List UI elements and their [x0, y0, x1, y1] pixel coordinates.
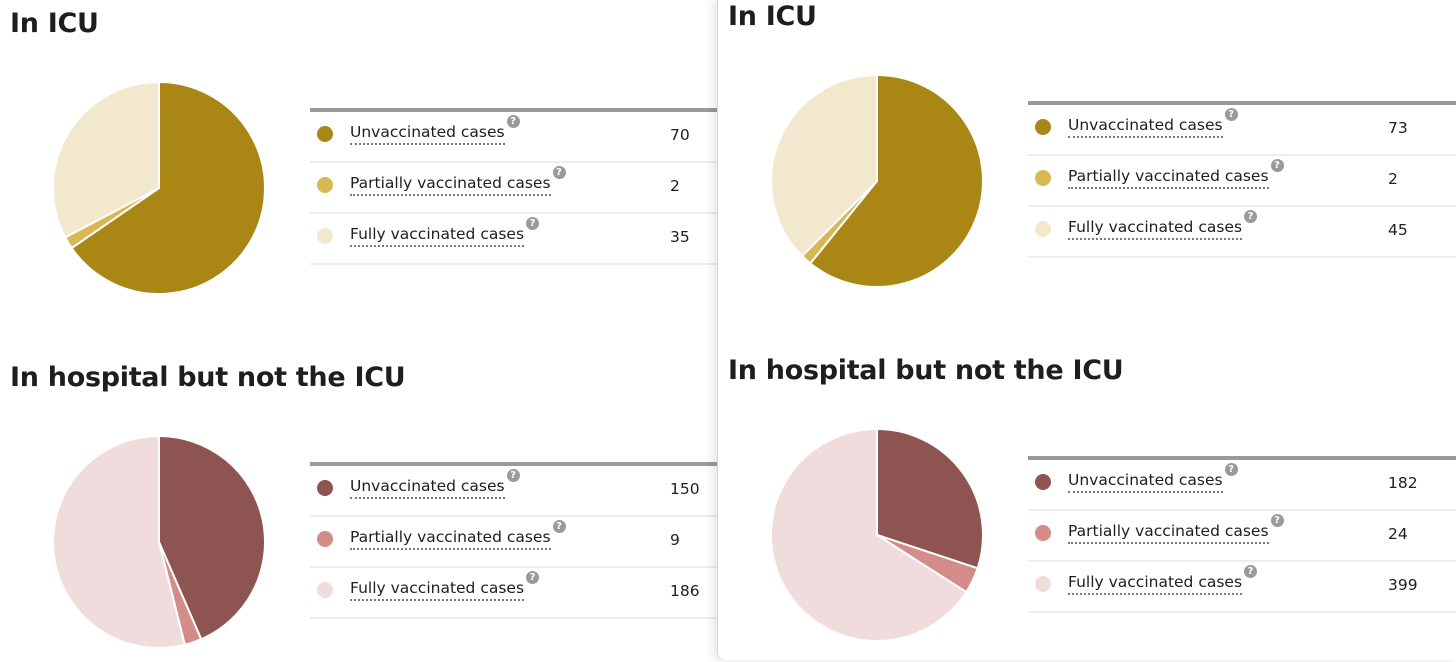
legend-value: 186: [670, 582, 700, 600]
legend-value: 24: [1388, 525, 1408, 543]
legend-row-unvaccinated[interactable]: Unvaccinated cases? 150: [310, 466, 720, 517]
legend-label[interactable]: Partially vaccinated cases?: [350, 166, 566, 196]
help-icon[interactable]: ?: [506, 115, 520, 128]
legend-swatch: [317, 531, 333, 547]
help-icon[interactable]: ?: [506, 469, 520, 482]
pie-slice-fully-vaccinated[interactable]: [770, 428, 968, 642]
legend-value: 73: [1388, 119, 1408, 137]
legend-value: 182: [1388, 474, 1418, 492]
legend-value: 70: [670, 126, 690, 144]
pie-chart: [770, 74, 984, 288]
legend-swatch: [317, 126, 333, 142]
legend-row-partially-vaccinated[interactable]: Partially vaccinated cases? 24: [1028, 511, 1456, 562]
legend-row-partially-vaccinated[interactable]: Partially vaccinated cases? 2: [310, 163, 720, 214]
legend-value: 35: [670, 228, 690, 246]
pie-slice-fully-vaccinated[interactable]: [770, 74, 878, 257]
pie-slice-unvaccinated[interactable]: [876, 428, 984, 570]
legend-swatch: [1035, 119, 1051, 135]
help-icon[interactable]: ?: [552, 166, 566, 179]
legend-row-unvaccinated[interactable]: Unvaccinated cases? 70: [310, 112, 720, 163]
legend-label[interactable]: Partially vaccinated cases?: [1068, 514, 1284, 544]
legend-label[interactable]: Fully vaccinated cases?: [1068, 210, 1258, 240]
legend-swatch: [1035, 221, 1051, 237]
legend-row-unvaccinated[interactable]: Unvaccinated cases? 73: [1028, 105, 1456, 156]
legend-value: 2: [670, 177, 680, 195]
legend-label[interactable]: Unvaccinated cases?: [350, 115, 520, 145]
legend-swatch: [317, 228, 333, 244]
legend-row-partially-vaccinated[interactable]: Partially vaccinated cases? 2: [1028, 156, 1456, 207]
left-panel: In ICU Unvaccinated cases? 70 Partially va…: [0, 0, 720, 662]
pie-chart: [52, 435, 266, 649]
legend-value: 45: [1388, 221, 1408, 239]
legend-label[interactable]: Partially vaccinated cases?: [1068, 159, 1284, 189]
pie-slice-unvaccinated[interactable]: [70, 81, 266, 295]
help-icon[interactable]: ?: [552, 520, 566, 533]
pie-chart: [52, 81, 266, 295]
legend-row-fully-vaccinated[interactable]: Fully vaccinated cases? 35: [310, 214, 720, 265]
legend-table: Unvaccinated cases? 73 Partially vaccinate…: [1028, 101, 1456, 258]
legend-row-fully-vaccinated[interactable]: Fully vaccinated cases? 45: [1028, 207, 1456, 258]
legend-value: 9: [670, 531, 680, 549]
legend-row-unvaccinated[interactable]: Unvaccinated cases? 182: [1028, 460, 1456, 511]
legend-swatch: [317, 177, 333, 193]
legend-label[interactable]: Partially vaccinated cases?: [350, 520, 566, 550]
help-icon[interactable]: ?: [1270, 159, 1284, 172]
help-icon[interactable]: ?: [1244, 210, 1258, 223]
help-icon[interactable]: ?: [526, 571, 540, 584]
chart-title: In hospital but not the ICU: [10, 362, 406, 393]
legend-swatch: [1035, 170, 1051, 186]
legend-table: Unvaccinated cases? 70 Partially vaccinate…: [310, 108, 720, 265]
chart-title: In ICU: [10, 8, 99, 39]
legend-label[interactable]: Fully vaccinated cases?: [1068, 565, 1258, 595]
help-icon[interactable]: ?: [1224, 463, 1238, 476]
legend-label[interactable]: Unvaccinated cases?: [1068, 108, 1238, 138]
pie-slice-fully-vaccinated[interactable]: [52, 81, 160, 239]
help-icon[interactable]: ?: [1224, 108, 1238, 121]
hospital-section: In hospital but not the ICU Unvaccinated…: [718, 355, 1456, 660]
legend-label[interactable]: Unvaccinated cases?: [1068, 463, 1238, 493]
chart-title: In hospital but not the ICU: [728, 355, 1124, 386]
legend-swatch: [1035, 474, 1051, 490]
pie-slice-unvaccinated[interactable]: [158, 435, 266, 641]
legend-swatch: [317, 480, 333, 496]
pie-chart: [770, 428, 984, 642]
pie-slice-fully-vaccinated[interactable]: [52, 435, 186, 649]
legend-label[interactable]: Unvaccinated cases?: [350, 469, 520, 499]
icu-section: In ICU Unvaccinated cases? 73 Partially va…: [718, 1, 1456, 331]
legend-table: Unvaccinated cases? 182 Partially vaccinat…: [1028, 456, 1456, 613]
hospital-section: In hospital but not the ICU Unvaccinated…: [0, 362, 720, 662]
legend-value: 2: [1388, 170, 1398, 188]
legend-label[interactable]: Fully vaccinated cases?: [350, 217, 540, 247]
pie-slice-unvaccinated[interactable]: [809, 74, 984, 288]
chart-title: In ICU: [728, 1, 817, 32]
legend-swatch: [1035, 576, 1051, 592]
legend-table: Unvaccinated cases? 150 Partially vaccinat…: [310, 462, 720, 619]
legend-label[interactable]: Fully vaccinated cases?: [350, 571, 540, 601]
help-icon[interactable]: ?: [1244, 565, 1258, 578]
help-icon[interactable]: ?: [526, 217, 540, 230]
right-panel: In ICU Unvaccinated cases? 73 Partially va…: [717, 0, 1456, 660]
legend-swatch: [1035, 525, 1051, 541]
legend-value: 150: [670, 480, 700, 498]
legend-swatch: [317, 582, 333, 598]
help-icon[interactable]: ?: [1270, 514, 1284, 527]
legend-value: 399: [1388, 576, 1418, 594]
legend-row-fully-vaccinated[interactable]: Fully vaccinated cases? 186: [310, 568, 720, 619]
icu-section: In ICU Unvaccinated cases? 70 Partially va…: [0, 8, 720, 338]
legend-row-partially-vaccinated[interactable]: Partially vaccinated cases? 9: [310, 517, 720, 568]
legend-row-fully-vaccinated[interactable]: Fully vaccinated cases? 399: [1028, 562, 1456, 613]
